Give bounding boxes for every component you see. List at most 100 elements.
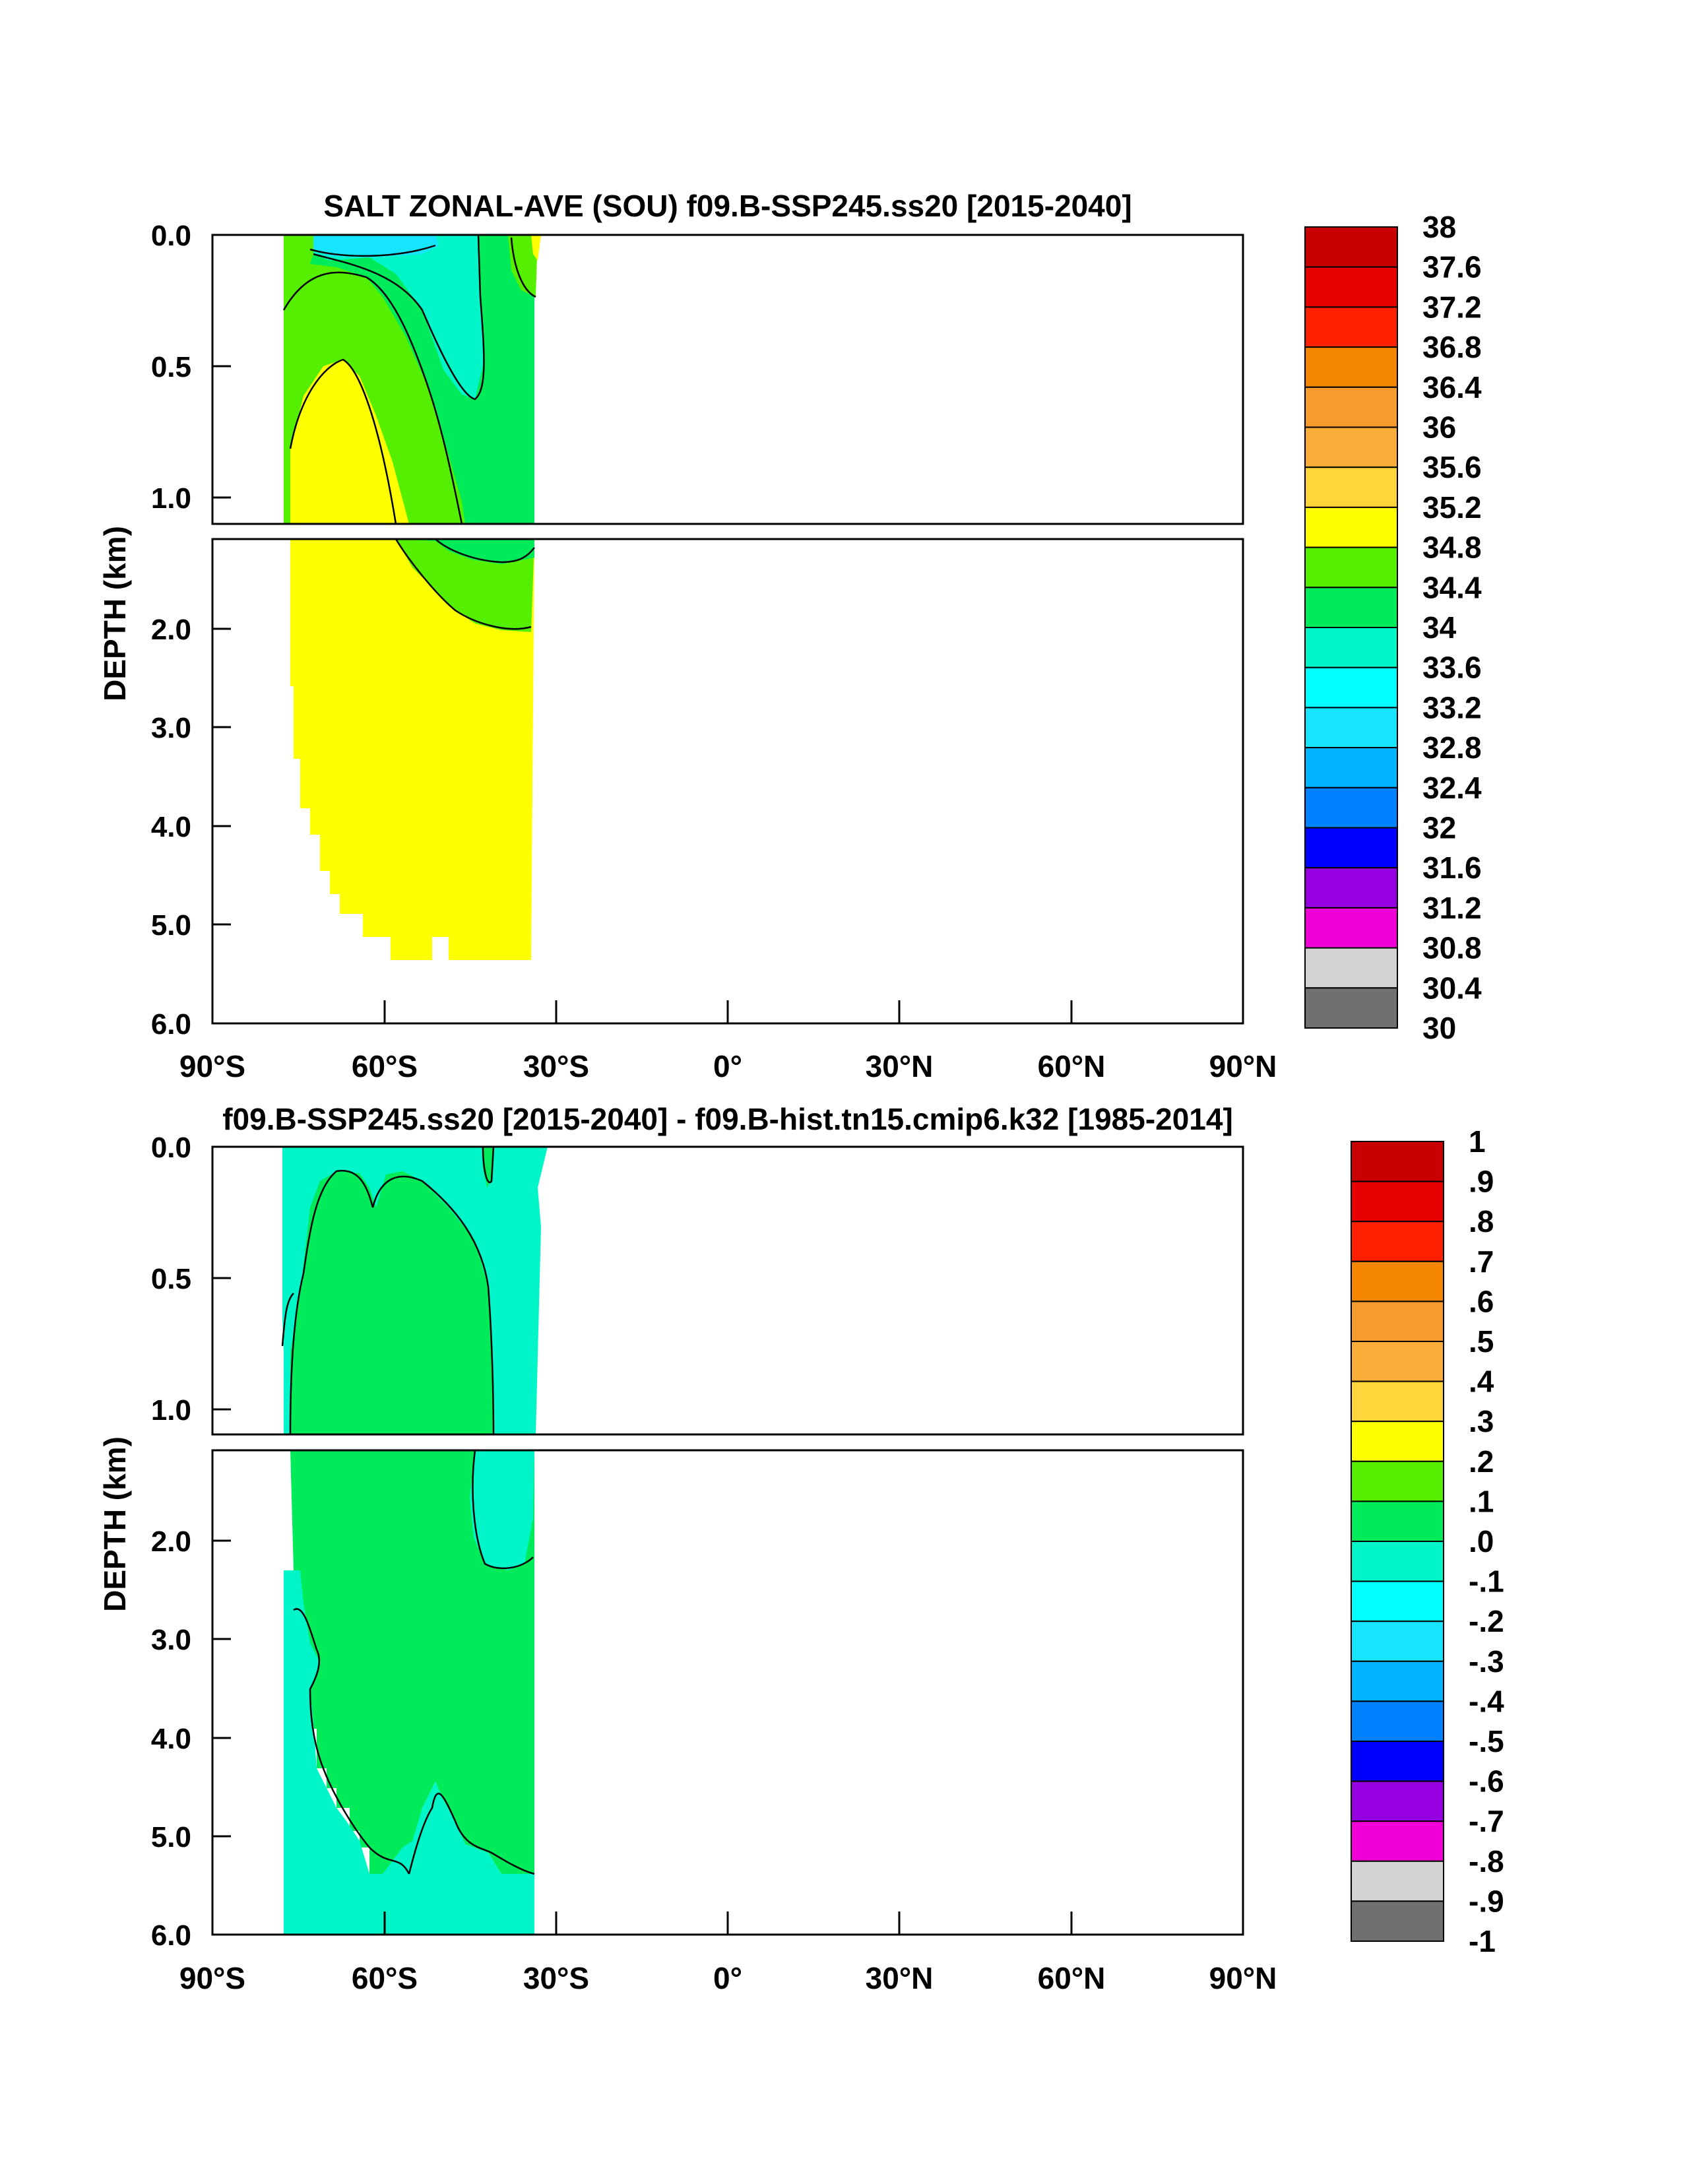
panel-1-x-ticks [383, 1000, 1073, 1023]
colorbar-label: -.4 [1469, 1684, 1504, 1718]
colorbar-swatch [1351, 1460, 1444, 1502]
y-tick-label: 3.0 [151, 1624, 191, 1656]
colorbar-label: 34.4 [1422, 570, 1482, 604]
colorbar-label: .7 [1469, 1244, 1494, 1279]
colorbar-swatch [1351, 1500, 1444, 1542]
colorbar-swatch [1304, 306, 1398, 348]
colorbar-label: -.6 [1469, 1764, 1504, 1799]
y-tick-label: 0.0 [151, 220, 191, 252]
colorbar-label: 36.8 [1422, 330, 1482, 364]
panel-1-lower-fills [290, 539, 535, 960]
x-tick-label: 30°N [866, 1961, 934, 1995]
y-tick-label: 2.0 [151, 1526, 191, 1558]
y-tick-label: 5.0 [151, 1821, 191, 1853]
colorbar-label: 31.2 [1422, 891, 1482, 925]
colorbar-label: 32.8 [1422, 730, 1482, 765]
salt-region-34.8-35.2-corner [531, 235, 541, 261]
colorbar-label: .9 [1469, 1165, 1494, 1199]
colorbar-label: 33.6 [1422, 651, 1482, 685]
colorbar-label: .5 [1469, 1324, 1494, 1359]
y-tick-label: 3.0 [151, 712, 191, 744]
colorbar-swatch [1351, 1780, 1444, 1822]
y-tick-label: 0.0 [151, 1132, 191, 1164]
colorbar-label: .4 [1469, 1365, 1494, 1399]
colorbar-label: 34.8 [1422, 530, 1482, 565]
colorbar-swatch [1304, 907, 1398, 949]
panel-1-y-tick-labels: 0.0 0.5 1.0 2.0 3.0 4.0 5.0 6.0 [151, 220, 191, 1041]
colorbar-swatch [1351, 1621, 1444, 1662]
panel-2-y-axis-label: DEPTH (km) [98, 1436, 132, 1612]
diff-region-0-0.1-sliver [482, 1147, 494, 1188]
diff-region-neg0.1-0-lower-right [470, 1450, 534, 1570]
colorbar-swatch [1351, 1260, 1444, 1302]
colorbar-label: 35.2 [1422, 490, 1482, 525]
colorbar-swatch [1304, 987, 1398, 1029]
x-tick-label: 30°S [523, 1961, 589, 1995]
colorbar-label: 37.2 [1422, 290, 1482, 324]
colorbar-label: 31.6 [1422, 851, 1482, 885]
y-tick-label: 0.5 [151, 351, 191, 383]
x-tick-label: 0° [713, 1961, 742, 1995]
panel-1-x-tick-labels: 90°S 60°S 30°S 0° 30°N 60°N 90°N [179, 1049, 1277, 1083]
y-tick-label: 6.0 [151, 1008, 191, 1041]
panel-2-lower-contours [293, 1450, 535, 1875]
colorbar-swatch [1304, 627, 1398, 668]
colorbar-label: .2 [1469, 1444, 1494, 1479]
colorbar-swatch [1304, 747, 1398, 788]
y-tick-label: 2.0 [151, 614, 191, 646]
colorbar-label: .0 [1469, 1524, 1494, 1558]
diff-region-0-0.1-lower [290, 1450, 534, 1874]
colorbar-label: -.9 [1469, 1884, 1504, 1918]
colorbar-label: -.7 [1469, 1804, 1504, 1838]
y-tick-label: 1.0 [151, 1394, 191, 1427]
x-tick-label: 90°N [1209, 1961, 1277, 1995]
colorbar-swatch [1304, 346, 1398, 388]
panel-2-upper-contours [281, 1147, 495, 1434]
panel-salt: SALT ZONAL-AVE (SOU) f09.B-SSP245.ss20 [… [98, 189, 1482, 1083]
colorbar-label: 35.6 [1422, 450, 1482, 484]
colorbar-swatch [1304, 506, 1398, 548]
panel-1-upper-frame [211, 234, 1244, 525]
colorbar-swatch [1304, 787, 1398, 829]
colorbar-label: -.5 [1469, 1724, 1504, 1758]
colorbar-label: .1 [1469, 1484, 1494, 1518]
panel-2-lower-fills [284, 1450, 535, 1935]
diff-region-0-0.1-upper [290, 1171, 494, 1434]
colorbar-label: -.1 [1469, 1564, 1504, 1599]
colorbar-label: -.3 [1469, 1644, 1504, 1679]
y-tick-label: 0.5 [151, 1263, 191, 1295]
x-tick-label: 60°S [352, 1049, 418, 1083]
colorbar-swatch [1351, 1221, 1444, 1262]
colorbar-label: 34 [1422, 610, 1457, 645]
colorbar-swatch [1351, 1301, 1444, 1343]
y-tick-label: 6.0 [151, 1919, 191, 1952]
colorbar-swatch [1351, 1380, 1444, 1423]
panel-2-x-tick-labels: 90°S 60°S 30°S 0° 30°N 60°N 90°N [179, 1961, 1277, 1995]
panel-1-title: SALT ZONAL-AVE (SOU) f09.B-SSP245.ss20 [… [323, 189, 1131, 223]
panel-1-colorbar: 38 37.6 37.2 36.8 36.4 36 35.6 35.2 34.8 34.4 34 33… [1304, 210, 1482, 1045]
panel-1-upper-contours [282, 235, 536, 524]
panel-2-colorbar: 1 .9 .8 .7 .6 .5 .4 .3 .2 .1 .0 -.1 -.2 -.3 -.4 -.5 -.6 -… [1351, 1124, 1504, 1958]
colorbar-swatch [1304, 386, 1398, 428]
colorbar-label: 38 [1422, 210, 1456, 244]
colorbar-swatch [1351, 1660, 1444, 1702]
y-tick-label: 5.0 [151, 909, 191, 942]
salt-region-33.6-34.0 [313, 235, 485, 399]
colorbar-label: 32.4 [1422, 771, 1482, 805]
colorbar-label: -.2 [1469, 1604, 1504, 1638]
colorbar-swatch [1351, 1580, 1444, 1622]
colorbar-swatch [1304, 827, 1398, 869]
panel-difference: f09.B-SSP245.ss20 [2015-2040] - f09.B-hi… [98, 1102, 1504, 1995]
colorbar-swatch [1304, 266, 1398, 308]
salt-region-34.8-35.2-lower [290, 539, 534, 960]
colorbar-label: 30 [1422, 1011, 1456, 1045]
colorbar-swatch [1304, 707, 1398, 749]
x-tick-label: 60°N [1038, 1961, 1106, 1995]
panel-2-y-tick-labels: 0.0 0.5 1.0 2.0 3.0 4.0 5.0 6.0 [151, 1132, 191, 1952]
colorbar-label: 36.4 [1422, 370, 1482, 404]
colorbar-label: 30.4 [1422, 971, 1482, 1005]
colorbar-swatch [1351, 1421, 1444, 1462]
colorbar-swatch [1351, 1141, 1444, 1182]
colorbar-swatch [1304, 546, 1398, 589]
panel-2-y-ticks [212, 1145, 231, 1838]
